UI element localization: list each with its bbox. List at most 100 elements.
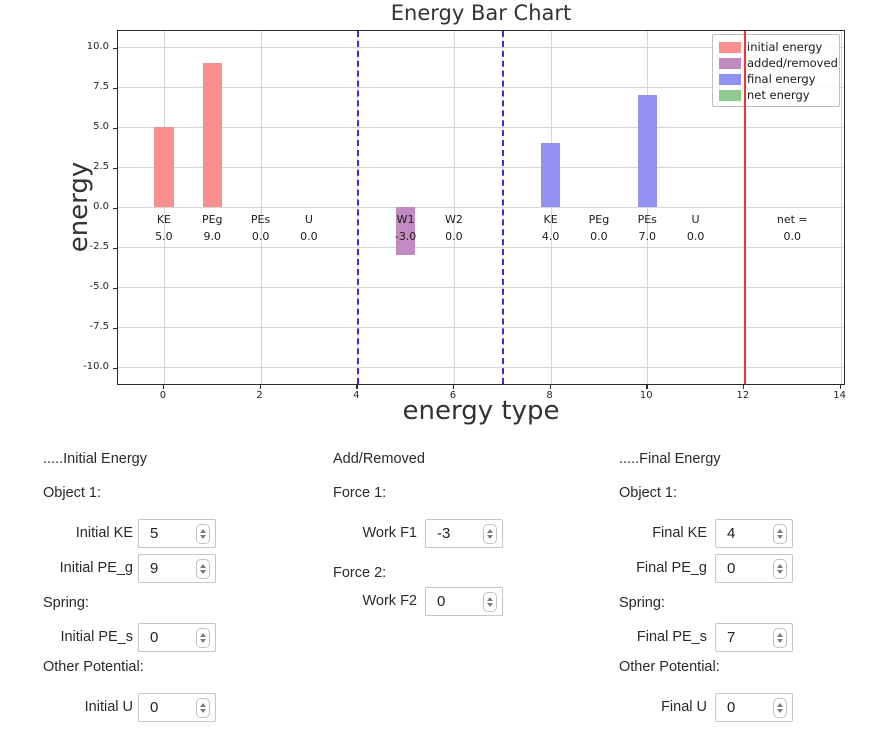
dashed-divider-line [502,31,505,384]
spinner-value: 0 [437,593,446,610]
final-u-input[interactable]: 0 [715,693,793,722]
y-tick-label: -7.5 [89,321,109,332]
stepper-down-icon[interactable] [777,639,783,643]
group-label: Spring: [619,595,665,611]
chart-bar [395,207,416,255]
spinner-value: 0 [727,699,736,716]
group-label: Force 2: [333,565,387,581]
x-tick-mark [356,385,358,389]
stepper-up-icon[interactable] [777,703,783,707]
bar-name-label: KE [543,213,558,226]
section-header: .....Initial Energy [43,451,147,467]
stepper-up-icon[interactable] [777,633,783,637]
stepper[interactable] [196,628,210,648]
final-pe-g-input[interactable]: 0 [715,554,793,583]
group-label: Object 1: [43,485,102,501]
x-tick-label: 10 [639,390,653,401]
field-label: Initial PE_g [59,560,133,576]
bar-value-label: 5.0 [155,230,173,243]
field-label: Final U [661,699,707,715]
group-label: Object 1: [619,485,678,501]
stepper-down-icon[interactable] [200,709,206,713]
plot-area: initial energy added/removed final energy n… [117,30,845,385]
y-tick-label: 5.0 [93,121,109,132]
stepper[interactable] [773,628,787,648]
stepper-up-icon[interactable] [200,564,206,568]
legend-swatch-icon [719,89,741,101]
stepper[interactable] [483,524,497,544]
y-gridline [118,207,844,208]
x-tick-label: 12 [736,390,750,401]
final-pe-s-input[interactable]: 7 [715,623,793,652]
field-label: Work F2 [362,593,417,609]
bar-name-label: W1 [396,213,415,226]
chart-bar [202,63,222,207]
stepper-up-icon[interactable] [777,529,783,533]
y-gridline [118,87,844,88]
stepper-down-icon[interactable] [487,535,493,539]
stepper-down-icon[interactable] [777,535,783,539]
x-tick-label: 8 [546,390,553,401]
bar-name-label: KE [156,213,171,226]
field-label: Final KE [652,525,707,541]
initial-ke-input[interactable]: 5 [138,519,216,548]
bar-value-label: 9.0 [203,230,222,243]
initial-pe-s-input[interactable]: 0 [138,623,216,652]
y-gridline [118,247,844,248]
x-tick-mark [646,385,648,389]
stepper-down-icon[interactable] [777,709,783,713]
stepper-down-icon[interactable] [200,639,206,643]
red-marker-line [743,31,746,384]
stepper-up-icon[interactable] [777,564,783,568]
y-tick-label: 0.0 [93,201,109,212]
legend-swatch-icon [719,73,741,85]
y-tick-label: 7.5 [93,81,109,92]
bar-name-label: PEs [637,213,657,226]
stepper[interactable] [773,524,787,544]
stepper-down-icon[interactable] [487,603,493,607]
final-ke-input[interactable]: 4 [715,519,793,548]
stepper-up-icon[interactable] [200,633,206,637]
stepper-down-icon[interactable] [200,535,206,539]
y-tick-label: -5.0 [89,281,109,292]
legend-row: added/removed [713,55,839,71]
bar-name-label: PEg [588,213,610,226]
x-tick-mark [259,385,262,389]
y-gridline [118,167,844,168]
stepper[interactable] [196,559,210,579]
stepper[interactable] [773,698,787,718]
stepper[interactable] [483,592,497,612]
y-tick-label: -10.0 [83,361,109,372]
chart-legend: initial energy added/removed final energy n… [712,34,840,107]
bar-name-label: PEs [250,213,271,226]
stepper[interactable] [196,698,210,718]
field-label: Initial KE [75,525,133,541]
x-tick-label: 6 [449,390,457,401]
y-tick-mark [113,327,117,329]
legend-row: final energy [713,71,839,87]
work-f1-input[interactable]: -3 [425,519,503,548]
stepper[interactable] [773,559,787,579]
stepper-up-icon[interactable] [487,597,493,601]
chart-bar [540,143,561,207]
stepper-down-icon[interactable] [777,570,783,574]
stepper-up-icon[interactable] [200,529,206,533]
stepper-up-icon[interactable] [200,703,206,707]
initial-pe-g-input[interactable]: 9 [138,554,216,583]
group-label: Force 1: [333,485,387,501]
bar-value-label: 0.0 [590,230,608,243]
y-gridline [118,327,844,328]
y-tick-mark [113,127,117,129]
work-f2-input[interactable]: 0 [425,587,503,616]
section-header: .....Final Energy [619,451,721,467]
y-gridline [118,127,844,128]
field-label: Initial PE_s [60,629,133,645]
x-tick-mark [742,385,745,389]
stepper-up-icon[interactable] [487,529,493,533]
stepper[interactable] [196,524,210,544]
initial-u-input[interactable]: 0 [138,693,216,722]
stepper-down-icon[interactable] [200,570,206,574]
spinner-value: 0 [727,560,736,577]
legend-row: net energy [713,87,839,103]
bar-name-label: net = [776,213,808,226]
